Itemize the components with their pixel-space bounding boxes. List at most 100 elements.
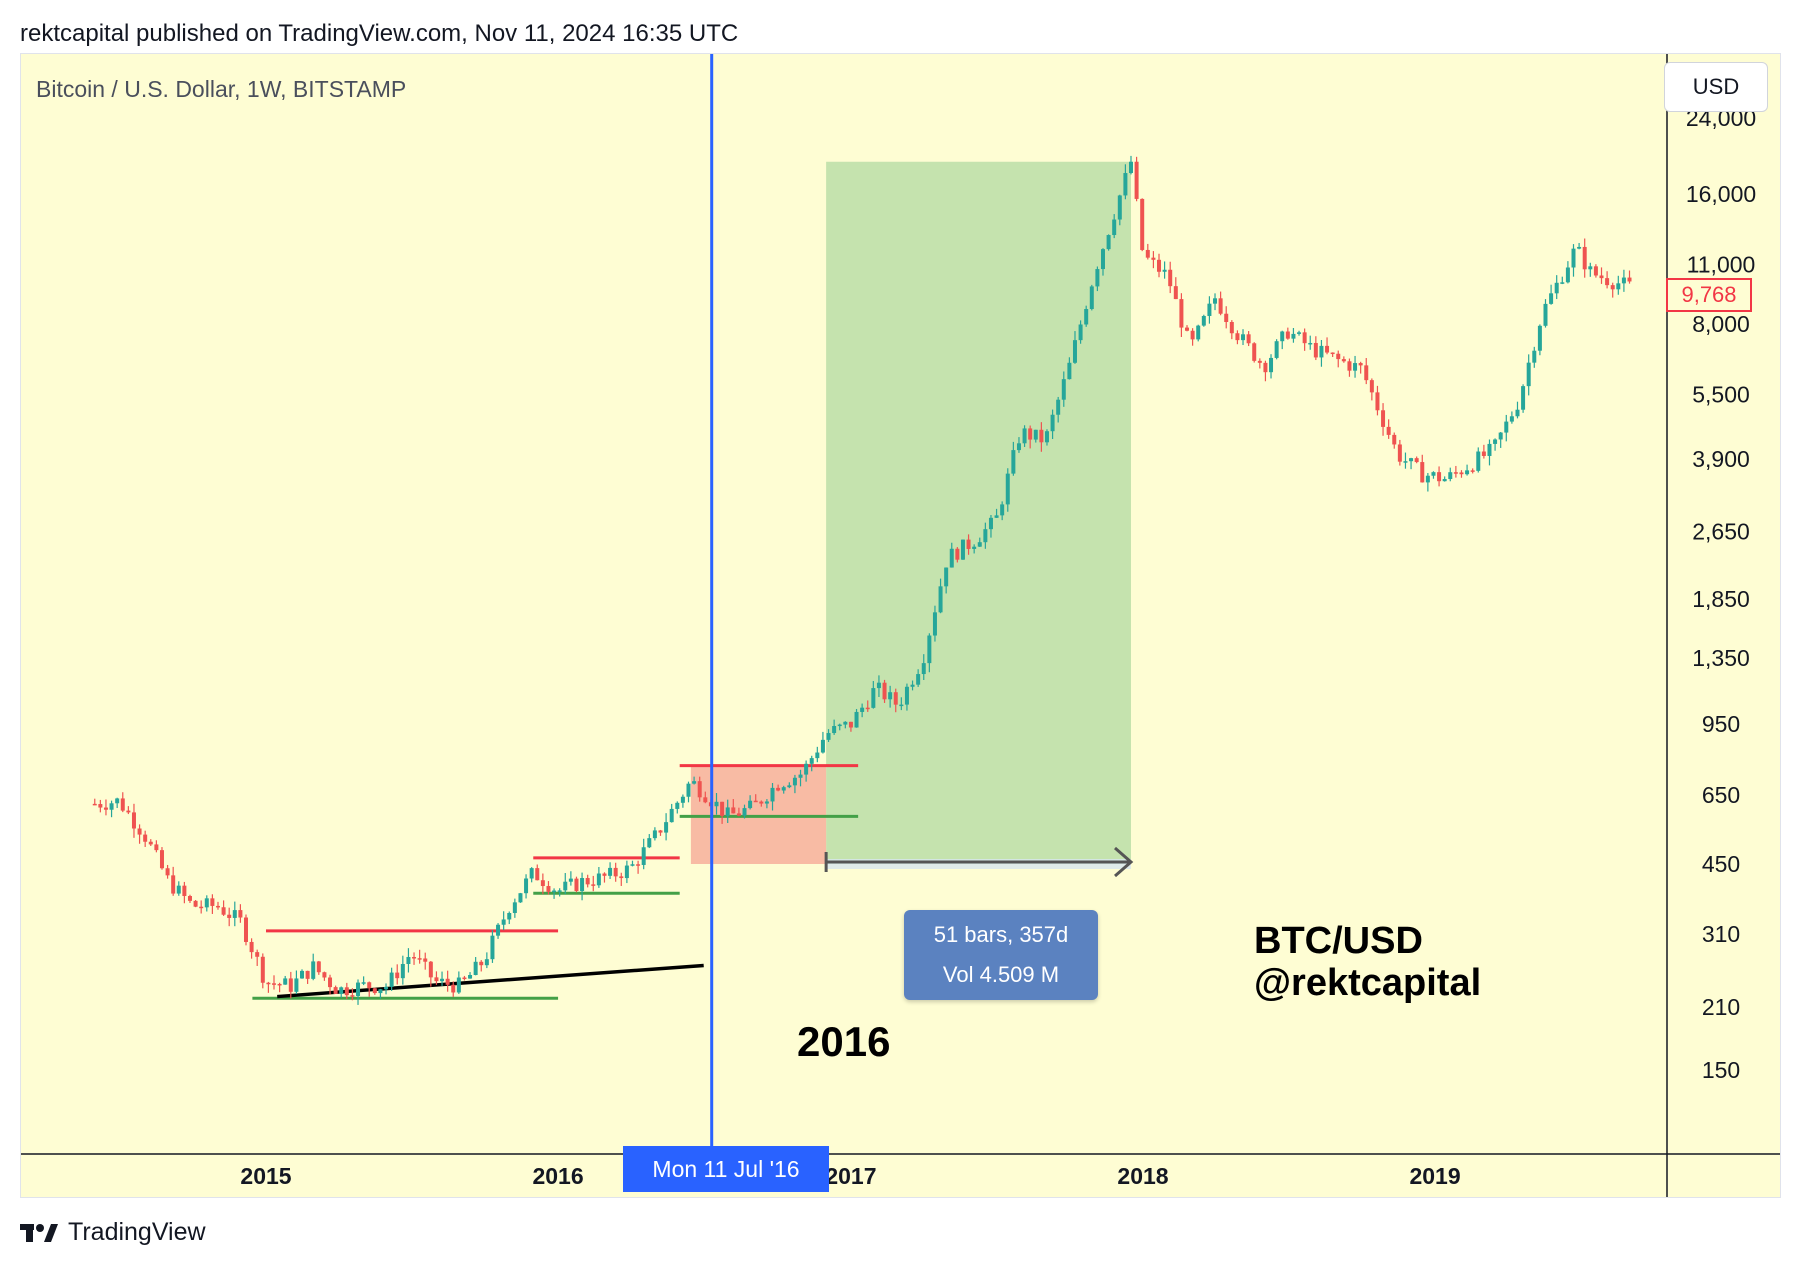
range-bars-text: 51 bars, 357d [933, 922, 1069, 947]
candle [524, 874, 529, 899]
candle [1616, 275, 1621, 295]
candle [507, 911, 512, 925]
candle [697, 776, 702, 802]
watermark-symbol: BTC/USD [1254, 920, 1423, 962]
candle [300, 969, 305, 979]
candle [608, 862, 613, 879]
candle [1358, 361, 1363, 374]
candle [1375, 385, 1380, 416]
candle [944, 567, 949, 594]
candle [468, 972, 473, 979]
candle [171, 866, 176, 896]
candle [1112, 214, 1117, 239]
candle [636, 860, 641, 874]
candle [988, 515, 993, 538]
candle [876, 675, 881, 698]
candle [602, 872, 607, 883]
candle [109, 800, 114, 818]
price-tick-label: 150 [1702, 1057, 1740, 1083]
candle [126, 806, 131, 815]
candle [1056, 396, 1061, 423]
candle [501, 911, 506, 931]
candle [854, 708, 859, 728]
candle [1157, 253, 1162, 278]
candle [350, 988, 355, 1001]
candle [1134, 156, 1139, 202]
candle [1319, 340, 1324, 367]
candle [1481, 444, 1486, 459]
candle [860, 703, 865, 718]
axis-layer: 150 210 310 450 650 950 1,350 1,850 2,650 3,900 5,… [21, 54, 1780, 1197]
candle [512, 898, 517, 918]
candle [1022, 425, 1027, 447]
candle [154, 840, 159, 853]
candle [339, 986, 344, 998]
range-volume-text: Vol 4.509 M [942, 962, 1060, 987]
candle [994, 508, 999, 518]
candle [932, 605, 937, 642]
candle [1106, 234, 1111, 251]
candle [1168, 261, 1173, 294]
candle [759, 800, 764, 807]
candle [266, 981, 271, 993]
candle [888, 685, 893, 708]
candle [120, 792, 125, 813]
candle [1453, 465, 1458, 478]
candle [243, 914, 248, 946]
candle [820, 731, 825, 754]
candle [1123, 164, 1128, 200]
candle [927, 633, 932, 673]
candle [910, 680, 915, 691]
candle [736, 807, 741, 817]
candle [1330, 352, 1335, 358]
candle [1039, 422, 1044, 452]
candle [221, 900, 226, 916]
candle [1213, 293, 1218, 311]
currency-button[interactable]: USD [1664, 62, 1768, 112]
price-tick-label: 1,850 [1692, 586, 1750, 612]
candle [1229, 320, 1234, 340]
candle [484, 952, 489, 969]
candle [1011, 441, 1016, 476]
candle [966, 534, 971, 555]
candle [389, 967, 394, 991]
candle [1269, 354, 1274, 379]
candle [322, 971, 327, 981]
candle [1392, 432, 1397, 449]
candle [899, 697, 904, 711]
candle [1072, 331, 1077, 364]
candle [714, 792, 719, 815]
price-tick-label: 3,900 [1692, 446, 1750, 472]
candle [1016, 437, 1021, 453]
candle [423, 952, 428, 970]
candle [182, 881, 187, 904]
candle [1140, 198, 1145, 252]
candle [1263, 360, 1268, 382]
candle [187, 894, 192, 903]
candle [395, 964, 400, 985]
candle [215, 901, 220, 910]
candle [1470, 468, 1475, 474]
candle [1504, 414, 1509, 442]
cursor-date-label: Mon 11 Jul '16 [623, 1146, 829, 1192]
candle [619, 872, 624, 886]
candle [1476, 447, 1481, 473]
candle [753, 794, 758, 803]
candle [440, 971, 445, 986]
candle [865, 700, 870, 712]
candle [826, 729, 831, 742]
tradingview-logo[interactable]: TradingView [20, 1218, 206, 1247]
candle [1459, 470, 1464, 478]
candle [574, 876, 579, 893]
symbol-label[interactable]: Bitcoin / U.S. Dollar, 1W, BITSTAMP [36, 76, 407, 102]
candle [1207, 296, 1212, 324]
chart-area[interactable]: 150 210 310 450 650 950 1,350 1,850 2,650 3,900 5,… [20, 53, 1781, 1198]
candle [1246, 331, 1251, 347]
candle [115, 797, 120, 809]
candle [546, 881, 551, 895]
candle [1218, 291, 1223, 316]
candle [568, 871, 573, 886]
candle [916, 669, 921, 687]
price-tick-label: 5,500 [1692, 381, 1750, 407]
candle [1588, 262, 1593, 277]
